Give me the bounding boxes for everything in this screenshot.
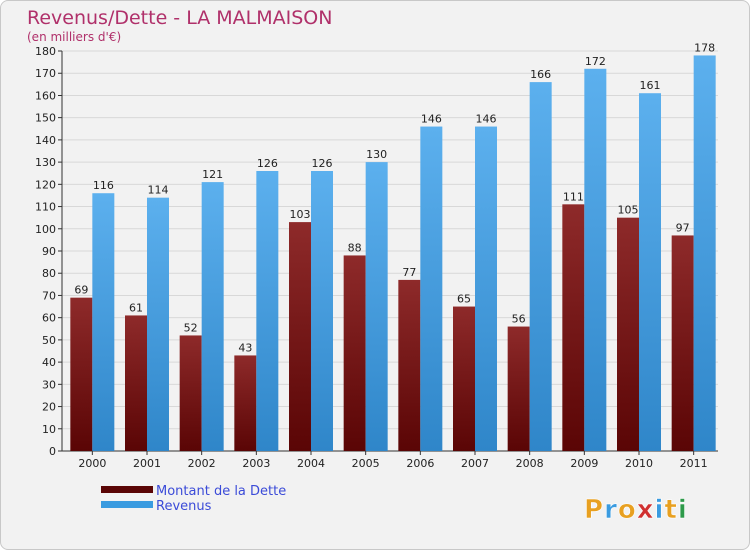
bar-debt (507, 326, 530, 451)
bar-debt (289, 222, 311, 451)
bar-debt (617, 217, 639, 451)
bar-revenue (92, 193, 115, 451)
bar-revenue (256, 171, 279, 451)
data-label-revenue: 114 (148, 184, 169, 197)
bar-debt (453, 306, 475, 451)
logo-text: Proxiti (584, 495, 688, 525)
data-label-debt: 65 (457, 293, 471, 306)
bar-revenue (201, 182, 224, 451)
bar-debt (671, 235, 694, 451)
bar-revenue (311, 171, 333, 451)
data-label-debt: 43 (238, 341, 252, 354)
y-tick-label: 10 (42, 423, 56, 436)
logo-letter: r (604, 495, 618, 525)
logo-letter: o (618, 495, 637, 525)
x-tick-label: 2000 (78, 457, 106, 470)
y-tick-label: 150 (35, 112, 56, 125)
bar-debt (70, 297, 93, 451)
x-tick-label: 2004 (297, 457, 325, 470)
data-label-debt: 52 (184, 321, 198, 334)
data-label-debt: 105 (618, 204, 639, 217)
y-tick-label: 110 (35, 201, 56, 214)
bar-debt (125, 315, 147, 451)
x-tick-label: 2007 (461, 457, 489, 470)
proxiti-logo: Proxiti (584, 495, 688, 526)
bar-revenue (529, 82, 552, 451)
bar-debt (562, 204, 585, 451)
data-label-revenue: 116 (93, 179, 114, 192)
y-tick-label: 140 (35, 134, 56, 147)
bar-revenue (584, 68, 607, 452)
logo-letter: P (584, 495, 604, 525)
data-label-debt: 77 (402, 266, 416, 279)
legend-swatch-debt (101, 486, 153, 493)
data-label-revenue: 126 (312, 157, 333, 170)
x-tick-label: 2006 (406, 457, 434, 470)
data-label-revenue: 172 (585, 55, 606, 68)
y-tick-label: 40 (42, 356, 56, 369)
chart-subtitle: (en milliers d'€) (27, 30, 121, 44)
bar-debt (398, 279, 421, 451)
bar-revenue (420, 126, 443, 452)
bar-revenue (147, 197, 169, 451)
legend-label-revenue: Revenus (156, 499, 212, 514)
y-tick-label: 100 (35, 223, 56, 236)
data-label-revenue: 146 (421, 113, 442, 126)
logo-letter: i (678, 495, 688, 525)
chart-title: Revenus/Dette - LA MALMAISON (27, 7, 332, 29)
y-tick-label: 0 (49, 445, 56, 458)
data-label-revenue: 161 (640, 79, 661, 92)
data-label-debt: 111 (563, 190, 584, 203)
y-tick-label: 20 (42, 401, 56, 414)
y-tick-label: 160 (35, 89, 56, 102)
legend-swatch-revenue (101, 501, 153, 508)
logo-letter: x (637, 495, 655, 525)
data-label-revenue: 130 (366, 148, 387, 161)
y-tick-label: 30 (42, 378, 56, 391)
data-label-debt: 97 (676, 221, 690, 234)
data-label-revenue: 146 (476, 113, 497, 126)
y-tick-label: 80 (42, 267, 56, 280)
x-tick-label: 2011 (680, 457, 708, 470)
data-label-revenue: 126 (257, 157, 278, 170)
x-tick-label: 2003 (242, 457, 270, 470)
y-tick-label: 90 (42, 245, 56, 258)
x-tick-label: 2002 (188, 457, 216, 470)
x-tick-label: 2009 (570, 457, 598, 470)
data-label-debt: 61 (129, 301, 143, 314)
y-tick-label: 50 (42, 334, 56, 347)
x-tick-label: 2005 (352, 457, 380, 470)
bar-debt (343, 255, 366, 451)
data-label-debt: 103 (290, 208, 311, 221)
x-tick-label: 2010 (625, 457, 653, 470)
bar-revenue (475, 126, 497, 452)
y-tick-label: 60 (42, 312, 56, 325)
x-tick-label: 2001 (133, 457, 161, 470)
bar-debt (234, 355, 257, 451)
bar-revenue (639, 93, 661, 451)
data-label-revenue: 121 (202, 168, 223, 181)
data-label-debt: 56 (512, 313, 526, 326)
bar-revenue (693, 55, 716, 451)
logo-letter: i (655, 495, 665, 525)
legend-label-debt: Montant de la Dette (156, 484, 286, 499)
data-label-debt: 88 (348, 241, 362, 254)
y-tick-label: 180 (35, 45, 56, 58)
plot-area: 0 10 20 30 40 50 60 70 80 90 100 110 120 130 140 150 160… (35, 41, 718, 470)
y-tick-label: 170 (35, 67, 56, 80)
data-label-revenue: 166 (530, 68, 551, 81)
y-tick-label: 130 (35, 156, 56, 169)
y-tick-label: 120 (35, 178, 56, 191)
x-tick-label: 2008 (516, 457, 544, 470)
bar-revenue (365, 162, 388, 451)
bar-debt (179, 335, 202, 451)
y-tick-label: 70 (42, 289, 56, 302)
data-label-debt: 69 (74, 284, 88, 297)
logo-letter: t (664, 495, 677, 525)
data-label-revenue: 178 (694, 41, 715, 54)
